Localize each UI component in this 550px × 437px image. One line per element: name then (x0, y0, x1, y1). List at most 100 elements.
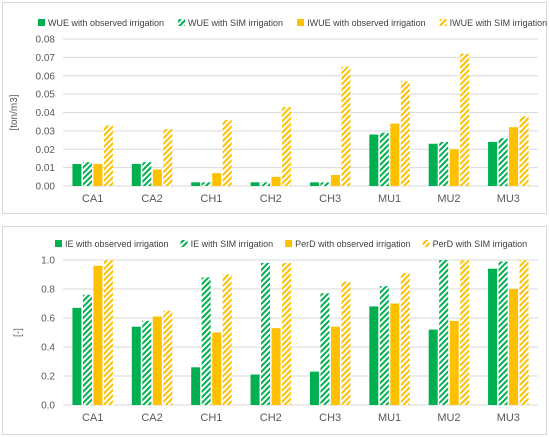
bar-ch2-series-1 (250, 182, 260, 186)
bar-mu1-series-3 (390, 303, 400, 405)
bar-ch1-series-1 (191, 367, 201, 405)
bar-ch2-series-1 (250, 374, 260, 405)
bar-ch1-series-2 (201, 277, 211, 405)
x-tick-label: CA1 (82, 193, 103, 205)
bar-ca2-series-4 (163, 129, 173, 186)
bar-ca2-series-2 (142, 320, 152, 405)
legend-swatch-1 (38, 19, 45, 26)
bar-mu2-series-1 (428, 329, 438, 405)
bar-mu1-series-4 (400, 81, 410, 186)
bar-ch1-series-4 (222, 274, 232, 405)
bar-ch2-series-4 (282, 106, 292, 186)
bar-ch3-series-3 (330, 174, 340, 186)
bar-mu3-series-3 (509, 127, 519, 186)
y-tick-label: 1.0 (41, 256, 55, 267)
bar-mu3-series-2 (498, 261, 508, 405)
x-tick-label: CH2 (260, 193, 282, 205)
y-tick-label: 0.4 (41, 343, 55, 354)
y-tick-label: 0.04 (36, 108, 56, 119)
legend-label-4: PerD with SIM irrigation (433, 239, 528, 249)
y-axis: 0.0 0.2 0.4 0.6 0.8 1.0 (41, 256, 538, 412)
bar-ca2-series-3 (152, 316, 162, 405)
legend-swatch-4 (422, 240, 430, 247)
x-tick-label: MU2 (437, 193, 460, 205)
y-tick-label: 0.00 (36, 182, 56, 193)
bar-ca1-series-3 (93, 265, 103, 405)
x-tick-label: MU3 (497, 193, 520, 205)
legend-swatch-1 (55, 240, 62, 247)
y-axis-label: [-] (13, 328, 24, 337)
bar-mu3-series-1 (488, 141, 498, 186)
bar-ch3-series-4 (341, 66, 351, 186)
bar-mu2-series-3 (449, 320, 459, 405)
bar-mu3-series-4 (519, 260, 529, 405)
bar-mu2-series-4 (460, 260, 470, 405)
bar-ch2-series-3 (271, 328, 281, 405)
bar-mu3-series-2 (498, 138, 508, 186)
bar-ca2-series-3 (152, 169, 162, 186)
x-tick-label: MU1 (378, 193, 401, 205)
bar-ch3-series-1 (309, 371, 319, 405)
x-tick-label: CA2 (141, 193, 162, 205)
legend-swatch-3 (285, 240, 293, 247)
bar-ch2-series-3 (271, 176, 281, 186)
bar-ch2-series-4 (282, 262, 292, 405)
x-tick-label: CA2 (141, 412, 162, 424)
chart-top: WUE with observed irrigation WUE with SIM… (9, 18, 547, 205)
y-tick-label: 0.8 (41, 285, 55, 296)
bar-mu2-series-3 (449, 149, 459, 186)
y-tick-label: 0.05 (36, 90, 56, 101)
legend-swatch-2 (178, 19, 186, 26)
y-tick-label: 0.03 (36, 126, 56, 137)
bars (72, 53, 529, 187)
bar-ca1-series-2 (82, 162, 92, 186)
bar-ca1-series-4 (103, 260, 113, 405)
legend-label-2: IE with SIM irrigation (191, 239, 274, 249)
legend-swatch-4 (439, 19, 447, 26)
bar-mu3-series-1 (488, 268, 498, 405)
bar-mu2-series-2 (439, 141, 449, 186)
bar-ca2-series-4 (163, 310, 173, 405)
chart-panel-top: WUE with observed irrigation WUE with SIM… (2, 2, 547, 214)
bar-ca1-series-4 (103, 125, 113, 186)
legend-swatch-3 (297, 19, 305, 26)
chart-panel-bottom: IE with observed irrigation IE with SIM i… (2, 226, 547, 435)
bar-mu2-series-2 (439, 260, 449, 405)
y-tick-label: 0.06 (36, 71, 56, 82)
bar-ca1-series-3 (93, 163, 103, 186)
y-tick-label: 0.07 (36, 53, 56, 64)
bar-mu1-series-2 (379, 286, 389, 405)
chart-bottom: IE with observed irrigation IE with SIM i… (13, 239, 538, 424)
x-tick-label: CH3 (319, 412, 341, 424)
x-tick-label: CH1 (200, 412, 222, 424)
x-tick-label: MU1 (378, 412, 401, 424)
y-tick-label: 0.01 (36, 163, 56, 174)
bar-mu2-series-1 (428, 143, 438, 186)
bar-ch2-series-2 (261, 182, 271, 186)
y-tick-label: 0.6 (41, 314, 55, 325)
x-tick-label: CH2 (260, 412, 282, 424)
bar-ca1-series-2 (82, 294, 92, 405)
y-axis: 0.00 0.01 0.02 0.03 0.04 0.05 0.06 0.07 0.08 (36, 35, 538, 193)
bar-mu1-series-4 (400, 273, 410, 405)
legend-label-3: PerD with observed irrigation (295, 239, 411, 249)
bar-mu3-series-3 (509, 289, 519, 405)
bar-ca2-series-2 (142, 162, 152, 186)
bar-ch1-series-1 (191, 182, 201, 186)
y-tick-label: 0.2 (41, 372, 55, 383)
bar-ch1-series-4 (222, 119, 232, 186)
bar-mu1-series-2 (379, 132, 389, 186)
bar-mu2-series-4 (460, 53, 470, 187)
bar-ca2-series-1 (131, 326, 141, 405)
bar-ch2-series-2 (261, 262, 271, 405)
bar-ch3-series-1 (309, 182, 319, 186)
y-axis-label: [ton/m3] (9, 94, 20, 130)
legend-label-1: IE with observed irrigation (65, 239, 169, 249)
legend-label-2: WUE with SIM irrigation (188, 18, 283, 28)
bar-ca2-series-1 (131, 163, 141, 186)
x-tick-label: MU2 (437, 412, 460, 424)
legend-label-1: WUE with observed irrigation (48, 18, 164, 28)
legend-swatch-2 (180, 240, 188, 247)
x-tick-label: MU3 (497, 412, 520, 424)
x-tick-label: CH3 (319, 193, 341, 205)
